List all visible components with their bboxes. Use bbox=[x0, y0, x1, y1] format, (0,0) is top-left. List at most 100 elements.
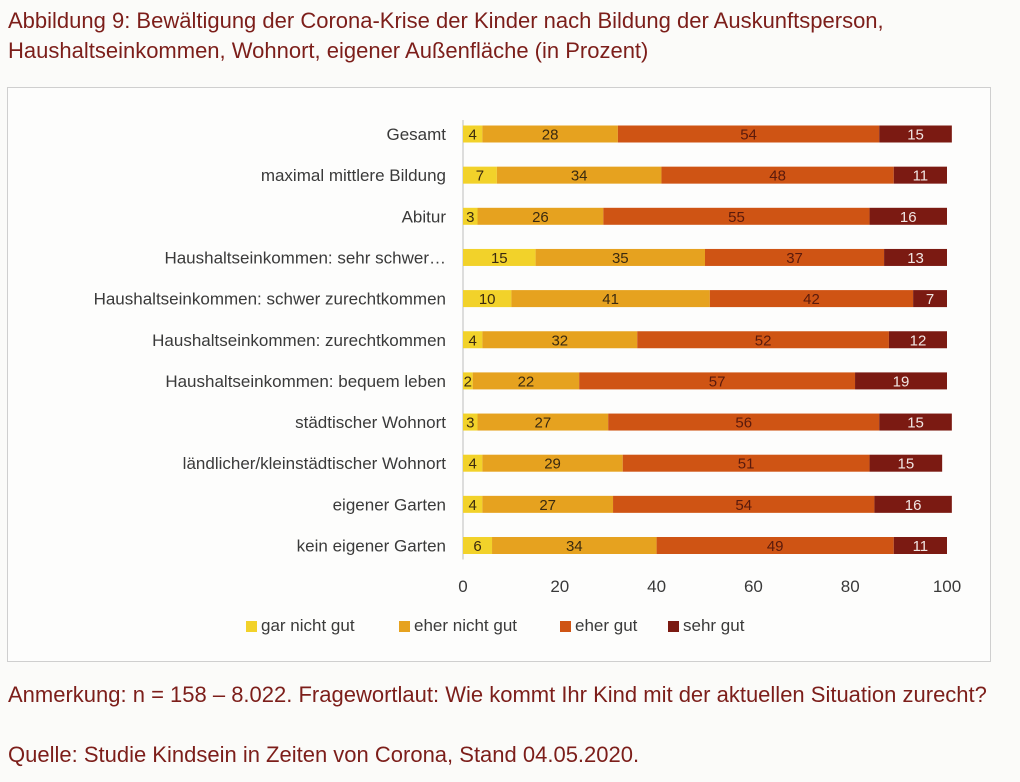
bar-segment bbox=[463, 372, 473, 390]
data-label: 54 bbox=[740, 127, 757, 144]
bar-segment bbox=[492, 537, 657, 554]
data-label: 51 bbox=[738, 456, 755, 473]
data-label: 56 bbox=[735, 415, 752, 432]
x-tick-label: 20 bbox=[550, 577, 569, 596]
bar-segment bbox=[463, 413, 478, 431]
legend-swatch bbox=[399, 621, 410, 632]
category-label: eigener Garten bbox=[333, 495, 446, 514]
bar-segment bbox=[463, 207, 478, 225]
legend-swatch bbox=[246, 621, 257, 632]
data-label: 27 bbox=[539, 497, 556, 514]
data-label: 54 bbox=[735, 497, 752, 514]
bar-segment bbox=[463, 454, 483, 472]
bar-segment bbox=[874, 495, 952, 513]
bar-segment bbox=[482, 331, 638, 349]
data-label: 7 bbox=[476, 168, 484, 185]
legend-label: eher gut bbox=[575, 616, 638, 635]
data-label: 49 bbox=[767, 538, 784, 555]
data-label: 16 bbox=[905, 497, 922, 514]
bar-segment bbox=[913, 290, 947, 308]
data-label: 55 bbox=[728, 209, 745, 226]
bar-segment bbox=[656, 537, 894, 554]
data-label: 4 bbox=[469, 456, 477, 473]
data-label: 41 bbox=[602, 291, 619, 308]
bar-segment bbox=[603, 207, 870, 225]
category-label: kein eigener Garten bbox=[297, 537, 446, 556]
bar-segment bbox=[472, 372, 580, 390]
data-label: 28 bbox=[542, 127, 559, 144]
bar-segment bbox=[709, 290, 914, 308]
bar-segment bbox=[855, 372, 947, 390]
category-label: städtischer Wohnort bbox=[295, 413, 446, 432]
data-label: 12 bbox=[910, 332, 927, 349]
data-label: 4 bbox=[469, 127, 477, 144]
bar-segment bbox=[496, 166, 662, 184]
figure-note: Anmerkung: n = 158 – 8.022. Fragewortlau… bbox=[8, 682, 987, 707]
data-label: 6 bbox=[473, 538, 481, 555]
category-label: Haushaltseinkommen: bequem leben bbox=[165, 372, 446, 391]
legend-swatch bbox=[668, 621, 679, 632]
bar-segment bbox=[879, 125, 952, 143]
category-label: ländlicher/kleinstädtischer Wohnort bbox=[183, 454, 447, 473]
data-label: 32 bbox=[551, 332, 568, 349]
data-label: 29 bbox=[544, 456, 561, 473]
bar-segment bbox=[869, 207, 947, 225]
bar-segment bbox=[463, 248, 536, 266]
bar-segment bbox=[579, 372, 856, 390]
bar-segment bbox=[477, 413, 609, 431]
bar-segment bbox=[879, 413, 952, 431]
bar-segment bbox=[535, 248, 705, 266]
bar-segment bbox=[463, 290, 512, 308]
category-label: Gesamt bbox=[386, 125, 446, 144]
category-label: Haushaltseinkommen: schwer zurechtkommen bbox=[94, 290, 446, 309]
legend-label: gar nicht gut bbox=[261, 616, 355, 635]
bar-segment bbox=[511, 290, 710, 308]
x-tick-label: 80 bbox=[841, 577, 860, 596]
legend-label: eher nicht gut bbox=[414, 616, 517, 635]
data-label: 11 bbox=[913, 168, 929, 185]
data-label: 15 bbox=[907, 415, 924, 432]
bar-segment bbox=[463, 125, 483, 143]
data-label: 22 bbox=[518, 373, 535, 390]
category-label: Haushaltseinkommen: sehr schwer… bbox=[164, 248, 446, 267]
bar-segment bbox=[463, 537, 493, 554]
legend-label: sehr gut bbox=[683, 616, 745, 635]
data-label: 27 bbox=[535, 415, 552, 432]
data-label: 52 bbox=[755, 332, 772, 349]
data-label: 57 bbox=[709, 373, 726, 390]
bar-segment bbox=[463, 331, 483, 349]
x-tick-label: 60 bbox=[744, 577, 763, 596]
bar-segment bbox=[482, 454, 623, 472]
bar-segment bbox=[637, 331, 889, 349]
data-label: 4 bbox=[469, 497, 477, 514]
bar-segment bbox=[869, 454, 943, 472]
bar-segment bbox=[608, 413, 880, 431]
data-label: 16 bbox=[900, 209, 917, 226]
data-label: 7 bbox=[926, 291, 934, 308]
bar-segment bbox=[613, 495, 875, 513]
data-label: 10 bbox=[479, 291, 496, 308]
data-label: 2 bbox=[464, 373, 472, 390]
bar-segment bbox=[463, 495, 483, 513]
bar-segment bbox=[705, 248, 885, 266]
bar-segment bbox=[463, 166, 497, 184]
data-label: 15 bbox=[491, 250, 508, 267]
bar-segment bbox=[622, 454, 870, 472]
bar-segment bbox=[617, 125, 880, 143]
bar-segment bbox=[661, 166, 894, 184]
x-tick-label: 100 bbox=[933, 577, 961, 596]
x-tick-label: 40 bbox=[647, 577, 666, 596]
category-label: Haushaltseinkommen: zurechtkommen bbox=[152, 331, 446, 350]
x-tick-label: 0 bbox=[458, 577, 467, 596]
data-label: 4 bbox=[469, 332, 477, 349]
data-label: 34 bbox=[571, 168, 588, 185]
data-label: 34 bbox=[566, 538, 583, 555]
bar-segment bbox=[888, 331, 947, 349]
data-label: 15 bbox=[898, 456, 915, 473]
data-label: 35 bbox=[612, 250, 629, 267]
data-label: 11 bbox=[913, 538, 929, 555]
data-label: 15 bbox=[907, 127, 924, 144]
bar-segment bbox=[893, 166, 947, 184]
figure-source: Quelle: Studie Kindsein in Zeiten von Co… bbox=[8, 742, 640, 767]
category-label: maximal mittlere Bildung bbox=[261, 166, 446, 185]
